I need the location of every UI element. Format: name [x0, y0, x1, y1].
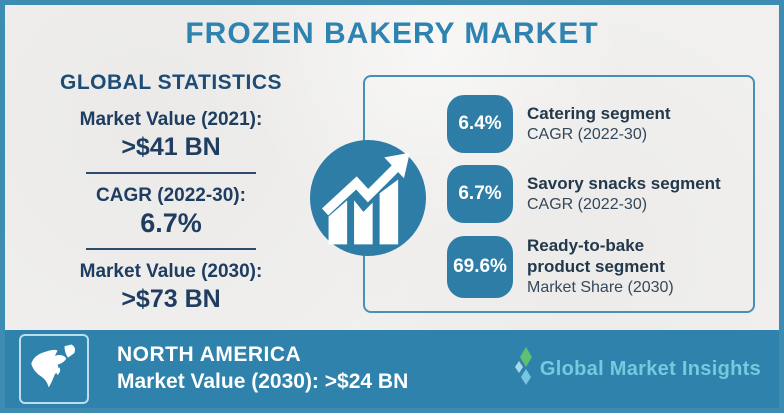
segment-sublabel: CAGR (2022-30) [527, 196, 648, 213]
region-name: NORTH AMERICA [117, 343, 302, 366]
stat-value: 6.7% [140, 208, 202, 238]
global-statistics-panel: GLOBAL STATISTICS Market Value (2021): >… [35, 71, 307, 315]
stat-value: >$73 BN [121, 285, 221, 313]
segment-label: Ready-to-bake product segment [527, 236, 665, 276]
gmi-logo: Global Market Insights [514, 330, 761, 408]
segment-value-badge: 6.7% [447, 165, 513, 223]
stat-label: CAGR (2022-30): [96, 185, 246, 206]
stat-cagr-2022-30: CAGR (2022-30): 6.7% [35, 183, 307, 239]
segment-label: Savory snacks segment [527, 174, 721, 193]
segment-label: Catering segment [527, 104, 671, 123]
global-statistics-heading: GLOBAL STATISTICS [60, 71, 282, 94]
segment-sublabel: Market Share (2030) [527, 279, 674, 296]
stat-market-value-2021: Market Value (2021): >$41 BN [35, 107, 307, 163]
stat-market-value-2030: Market Value (2030): >$73 BN [35, 259, 307, 315]
segment-row-ready-to-bake: 69.6% Ready-to-bake product segment Mark… [447, 235, 677, 298]
divider [86, 248, 256, 250]
segment-sublabel: CAGR (2022-30) [527, 126, 648, 143]
segment-row-savory-snacks: 6.7% Savory snacks segment CAGR (2022-30… [447, 165, 721, 223]
segments-panel: 6.4% Catering segment CAGR (2022-30) 6.7… [363, 75, 755, 313]
gmi-logo-text: Global Market Insights [539, 357, 761, 380]
segment-row-catering: 6.4% Catering segment CAGR (2022-30) [447, 95, 671, 153]
page-title: FROZEN BAKERY MARKET [185, 17, 599, 50]
divider [86, 172, 256, 174]
stat-value: >$41 BN [121, 133, 221, 161]
footer-bar: NORTH AMERICA Market Value (2030): >$24 … [5, 330, 779, 408]
stat-label: Market Value (2021): [79, 109, 263, 130]
stat-label: Market Value (2030): [79, 261, 263, 282]
segment-value-badge: 69.6% [447, 235, 513, 298]
region-value: Market Value (2030): >$24 BN [117, 370, 409, 393]
region-stat: NORTH AMERICA Market Value (2030): >$24 … [117, 341, 408, 395]
gmi-diamond-logo-icon [514, 346, 535, 393]
north-america-map-icon [19, 334, 89, 404]
segment-value-badge: 6.4% [447, 95, 513, 153]
growth-chart-icon [310, 140, 426, 256]
